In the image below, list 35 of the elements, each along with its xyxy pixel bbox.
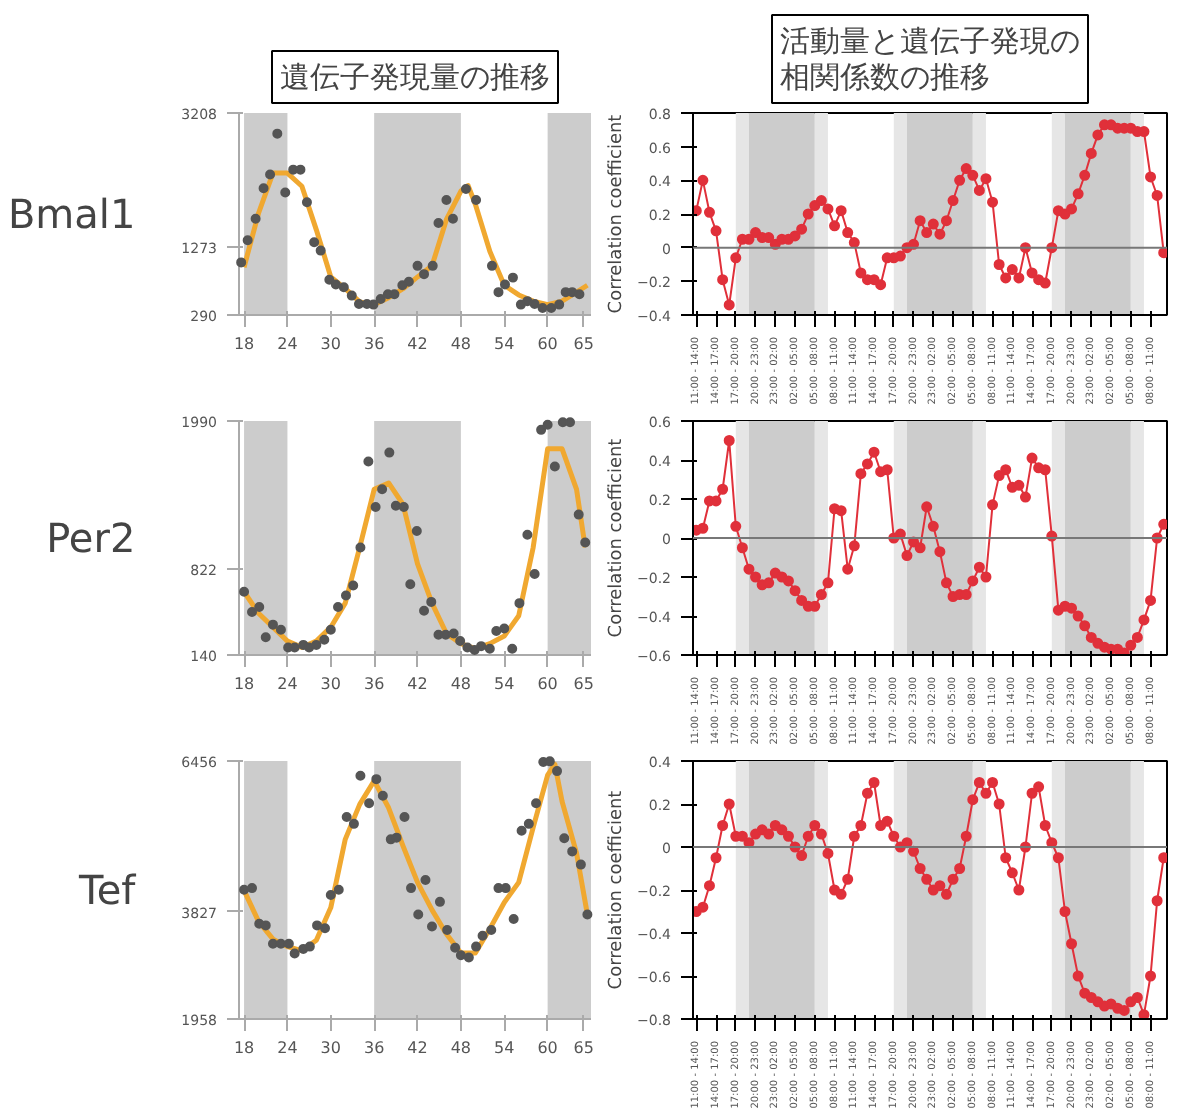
x-tick-label: 24 bbox=[277, 1039, 298, 1057]
x-tick-label: 30 bbox=[320, 1039, 341, 1057]
x-tick-label: 24 bbox=[277, 335, 298, 353]
y-axis-title: Correlation coefficient bbox=[607, 437, 627, 638]
x-tick-label: 48 bbox=[450, 675, 472, 693]
x-tick-label: 54 bbox=[494, 1039, 515, 1057]
x-tick-label: 42 bbox=[407, 1039, 428, 1057]
x-tick-label: 60 bbox=[537, 675, 558, 693]
x-tick-label: 48 bbox=[450, 1039, 472, 1057]
x-tick-label: 48 bbox=[450, 335, 472, 353]
x-tick-label: 30 bbox=[320, 335, 341, 353]
x-tick-label: 54 bbox=[494, 675, 515, 693]
x-tick-label: 60 bbox=[537, 1039, 558, 1057]
x-tick-label: 60 bbox=[537, 335, 558, 353]
x-tick-label: 24 bbox=[277, 675, 298, 693]
x-tick-label: 30 bbox=[320, 675, 341, 693]
x-tick-label: 54 bbox=[494, 335, 515, 353]
y-axis-title: Tef bbox=[77, 866, 138, 914]
x-tick-label: 18 bbox=[233, 1039, 255, 1057]
x-tick-label: 18 bbox=[233, 335, 255, 353]
chart-title: 遺伝子発現量の推移 bbox=[280, 59, 550, 95]
x-tick-label: 65 bbox=[573, 675, 594, 693]
x-tick-label: 42 bbox=[407, 335, 428, 353]
y-axis-title: Per2 bbox=[46, 514, 136, 562]
y-axis-title: Bmal1 bbox=[7, 190, 136, 238]
x-tick-label: 42 bbox=[407, 675, 428, 693]
y-axis-title: Correlation coefficient bbox=[607, 113, 627, 314]
x-tick-label: 18 bbox=[233, 675, 255, 693]
y-axis-title: Correlation coefficient bbox=[607, 789, 627, 990]
x-tick-label: 36 bbox=[363, 1039, 385, 1057]
x-tick-label: 36 bbox=[363, 675, 385, 693]
x-tick-label: 36 bbox=[363, 335, 385, 353]
chart-title: 活動量と遺伝子発現の相関係数の推移 bbox=[780, 23, 1080, 95]
x-tick-label: 65 bbox=[573, 1039, 594, 1057]
x-tick-label: 65 bbox=[573, 335, 594, 353]
